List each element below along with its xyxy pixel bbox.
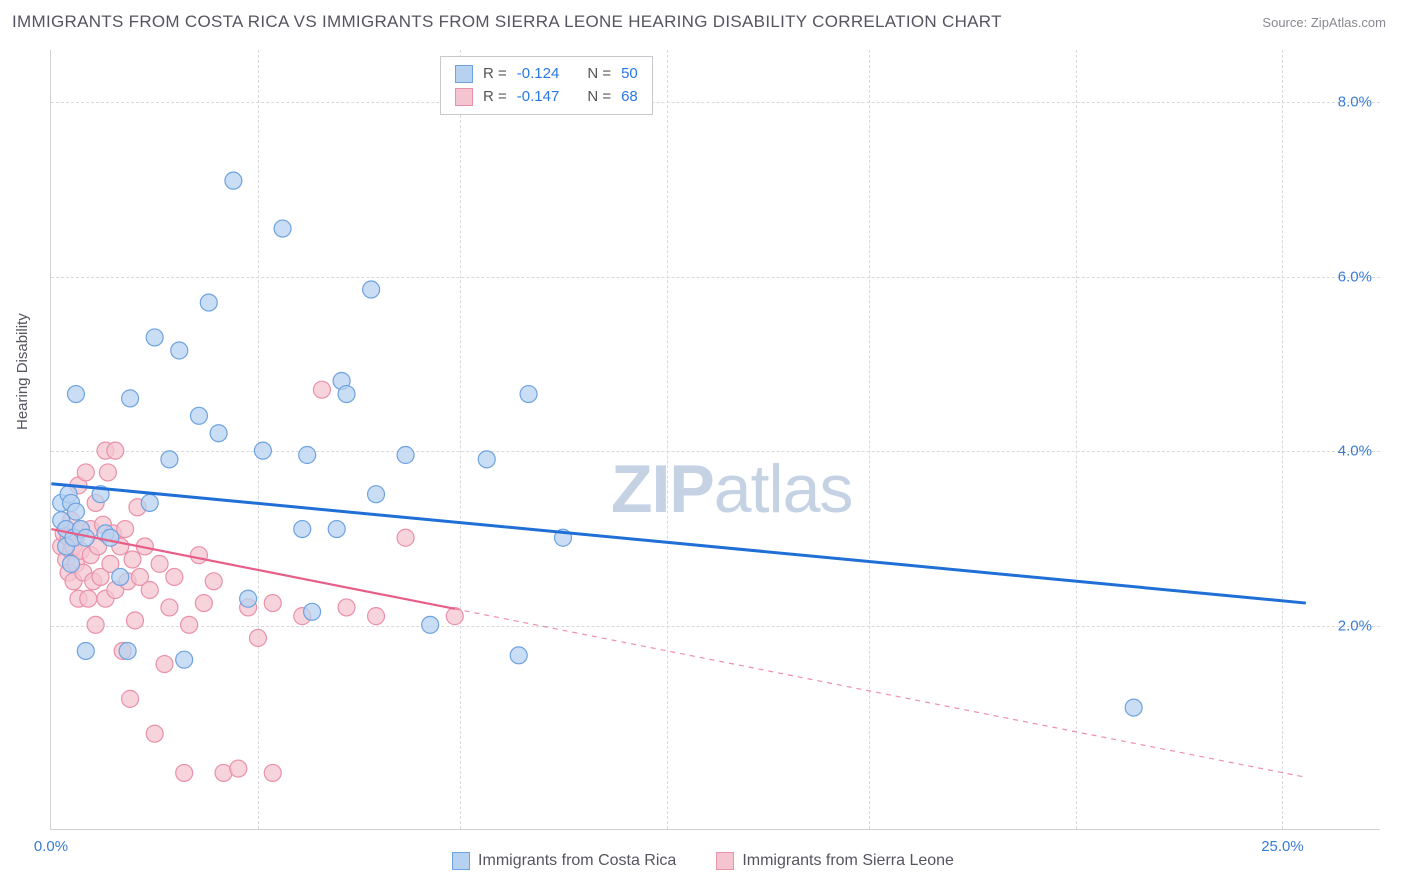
scatter-point xyxy=(230,760,247,777)
scatter-point xyxy=(225,172,242,189)
legend-item: Immigrants from Sierra Leone xyxy=(716,852,954,870)
scatter-point xyxy=(304,603,321,620)
legend-item: Immigrants from Costa Rica xyxy=(452,852,676,870)
trend-line xyxy=(51,484,1306,603)
scatter-point xyxy=(171,342,188,359)
source-link[interactable]: ZipAtlas.com xyxy=(1311,15,1386,30)
scatter-point xyxy=(299,447,316,464)
legend-label: Immigrants from Sierra Leone xyxy=(742,852,954,870)
n-value: 50 xyxy=(621,63,638,86)
scatter-point xyxy=(1125,699,1142,716)
legend-row: R =-0.124N =50 xyxy=(455,63,638,86)
scatter-point xyxy=(156,656,173,673)
scatter-point xyxy=(126,612,143,629)
scatter-point xyxy=(422,616,439,633)
scatter-point xyxy=(122,390,139,407)
y-axis-label: Hearing Disability xyxy=(14,313,31,430)
legend-swatch xyxy=(716,852,734,870)
series-legend: Immigrants from Costa Rica Immigrants fro… xyxy=(0,852,1406,870)
scatter-point xyxy=(67,386,84,403)
scatter-point xyxy=(338,599,355,616)
scatter-point xyxy=(397,447,414,464)
scatter-point xyxy=(161,599,178,616)
legend-row: R =-0.147N =68 xyxy=(455,86,638,109)
source-attribution: Source: ZipAtlas.com xyxy=(1262,15,1386,30)
scatter-point xyxy=(446,608,463,625)
scatter-point xyxy=(146,725,163,742)
scatter-point xyxy=(80,590,97,607)
scatter-point xyxy=(77,642,94,659)
scatter-point xyxy=(77,464,94,481)
scatter-point xyxy=(249,629,266,646)
scatter-point xyxy=(210,425,227,442)
legend-swatch xyxy=(455,65,473,83)
legend-label: Immigrants from Costa Rica xyxy=(478,852,676,870)
scatter-point xyxy=(205,573,222,590)
scatter-point xyxy=(274,220,291,237)
scatter-point xyxy=(141,582,158,599)
scatter-point xyxy=(63,555,80,572)
correlation-legend: R =-0.124N =50R =-0.147N =68 xyxy=(440,56,653,115)
plot-frame: ZIPatlas 2.0%4.0%6.0%8.0%0.0%25.0% xyxy=(50,50,1380,830)
scatter-point xyxy=(397,529,414,546)
scatter-point xyxy=(112,568,129,585)
scatter-point xyxy=(141,494,158,511)
scatter-point xyxy=(146,329,163,346)
scatter-point xyxy=(368,486,385,503)
header: IMMIGRANTS FROM COSTA RICA VS IMMIGRANTS… xyxy=(0,0,1406,40)
scatter-point xyxy=(99,464,116,481)
scatter-point xyxy=(176,651,193,668)
scatter-point xyxy=(195,595,212,612)
scatter-point xyxy=(200,294,217,311)
legend-swatch xyxy=(455,88,473,106)
n-value: 68 xyxy=(621,86,638,109)
scatter-point xyxy=(67,503,84,520)
scatter-point xyxy=(107,442,124,459)
scatter-point xyxy=(166,568,183,585)
scatter-point xyxy=(328,521,345,538)
scatter-point xyxy=(338,386,355,403)
chart-area: ZIPatlas 2.0%4.0%6.0%8.0%0.0%25.0% xyxy=(50,50,1380,830)
scatter-point xyxy=(313,381,330,398)
scatter-point xyxy=(190,547,207,564)
trend-line-extrapolated xyxy=(455,609,1306,777)
scatter-point xyxy=(161,451,178,468)
scatter-point xyxy=(478,451,495,468)
scatter-point xyxy=(151,555,168,572)
scatter-point xyxy=(294,521,311,538)
scatter-point xyxy=(264,595,281,612)
r-value: -0.147 xyxy=(517,86,560,109)
scatter-point xyxy=(176,764,193,781)
scatter-point xyxy=(122,690,139,707)
scatter-point xyxy=(240,590,257,607)
scatter-plot xyxy=(51,50,1380,829)
page-title: IMMIGRANTS FROM COSTA RICA VS IMMIGRANTS… xyxy=(12,12,1002,32)
scatter-point xyxy=(363,281,380,298)
scatter-point xyxy=(264,764,281,781)
scatter-point xyxy=(510,647,527,664)
scatter-point xyxy=(190,407,207,424)
scatter-point xyxy=(520,386,537,403)
legend-swatch xyxy=(452,852,470,870)
scatter-point xyxy=(181,616,198,633)
scatter-point xyxy=(117,521,134,538)
scatter-point xyxy=(119,642,136,659)
r-value: -0.124 xyxy=(517,63,560,86)
scatter-point xyxy=(87,616,104,633)
scatter-point xyxy=(102,529,119,546)
scatter-point xyxy=(254,442,271,459)
scatter-point xyxy=(124,551,141,568)
scatter-point xyxy=(368,608,385,625)
